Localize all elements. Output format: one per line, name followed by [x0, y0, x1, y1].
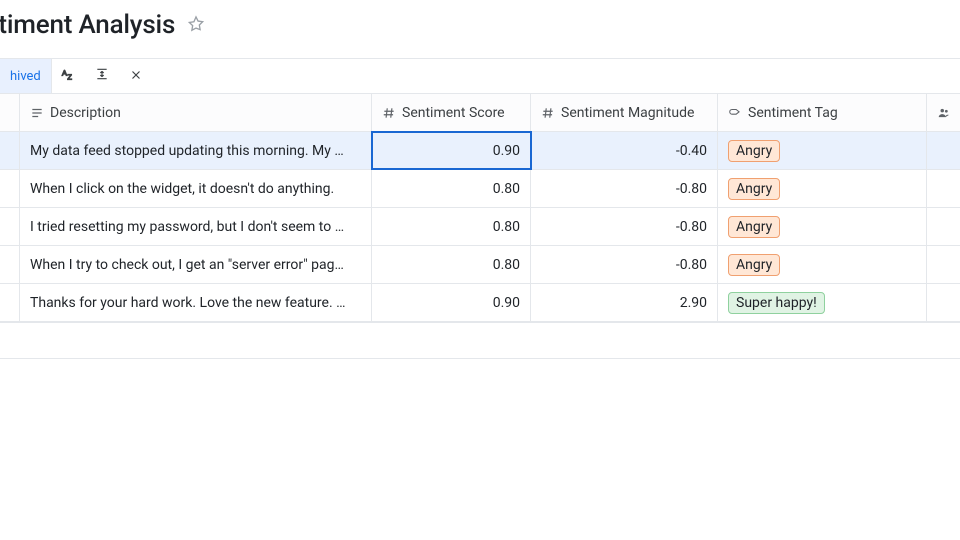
- cell-score[interactable]: 0.90: [372, 132, 531, 169]
- cell-tail[interactable]: [927, 208, 960, 245]
- cell-text: When I click on the widget, it doesn't d…: [30, 181, 361, 197]
- close-button[interactable]: [120, 59, 154, 93]
- cell-tag[interactable]: Super happy!: [718, 284, 927, 321]
- tag-chip: Angry: [728, 178, 780, 200]
- close-icon: [129, 67, 143, 86]
- row-gutter: [0, 132, 20, 169]
- cell-tag[interactable]: Angry: [718, 246, 927, 283]
- cell-text: Thanks for your hard work. Love the new …: [30, 295, 361, 311]
- column-header-assignee[interactable]: A: [927, 94, 960, 131]
- page-title: itiment Analysis: [0, 10, 175, 40]
- cell-tail[interactable]: [927, 170, 960, 207]
- cell-score[interactable]: 0.80: [372, 170, 531, 207]
- data-grid: Description Sentiment Score Sentiment Ma…: [0, 94, 960, 323]
- cell-tag[interactable]: Angry: [718, 208, 927, 245]
- cell-magnitude[interactable]: -0.80: [531, 246, 718, 283]
- people-column-icon: [937, 106, 951, 120]
- table-row[interactable]: When I try to check out, I get an "serve…: [0, 246, 960, 284]
- cell-text: -0.80: [541, 257, 707, 273]
- cell-score[interactable]: 0.80: [372, 208, 531, 245]
- cell-text: -0.80: [541, 181, 707, 197]
- favorite-button[interactable]: [183, 12, 209, 38]
- view-tab-active[interactable]: hived: [0, 59, 52, 93]
- cell-description[interactable]: When I click on the widget, it doesn't d…: [20, 170, 372, 207]
- row-height-icon: [94, 66, 110, 86]
- cell-text: 2.90: [541, 295, 707, 311]
- cell-tag[interactable]: Angry: [718, 132, 927, 169]
- cell-description[interactable]: When I try to check out, I get an "serve…: [20, 246, 372, 283]
- cell-tail[interactable]: [927, 132, 960, 169]
- svg-text:Z: Z: [68, 72, 73, 81]
- grid-header: Description Sentiment Score Sentiment Ma…: [0, 94, 960, 132]
- svg-text:A: A: [62, 68, 67, 77]
- tag-chip: Angry: [728, 254, 780, 276]
- sort-az-button[interactable]: A Z: [52, 59, 86, 93]
- column-header-tag[interactable]: Sentiment Tag: [718, 94, 927, 131]
- table-row[interactable]: When I click on the widget, it doesn't d…: [0, 170, 960, 208]
- view-toolbar: hived A Z: [0, 58, 960, 94]
- cell-magnitude[interactable]: -0.80: [531, 208, 718, 245]
- column-header-label: Description: [50, 105, 361, 121]
- cell-score[interactable]: 0.90: [372, 284, 531, 321]
- cell-magnitude[interactable]: 2.90: [531, 284, 718, 321]
- cell-text: 0.90: [382, 295, 520, 311]
- column-header-label: Sentiment Score: [402, 105, 520, 121]
- row-height-button[interactable]: [86, 59, 120, 93]
- cell-tag[interactable]: Angry: [718, 170, 927, 207]
- header-gutter: [0, 94, 20, 131]
- column-header-label: Sentiment Magnitude: [561, 105, 707, 121]
- column-header-description[interactable]: Description: [20, 94, 372, 131]
- grid-footer-space: [0, 323, 960, 359]
- row-gutter: [0, 284, 20, 321]
- cell-text: 0.80: [382, 181, 520, 197]
- cell-magnitude[interactable]: -0.40: [531, 132, 718, 169]
- row-gutter: [0, 208, 20, 245]
- tag-column-icon: [728, 106, 742, 120]
- cell-text: When I try to check out, I get an "serve…: [30, 257, 361, 273]
- text-column-icon: [30, 106, 44, 120]
- number-column-icon: [541, 106, 555, 120]
- row-gutter: [0, 170, 20, 207]
- page-header: itiment Analysis: [0, 0, 960, 58]
- tag-chip: Super happy!: [728, 292, 825, 314]
- cell-text: -0.80: [541, 219, 707, 235]
- cell-description[interactable]: Thanks for your hard work. Love the new …: [20, 284, 372, 321]
- number-column-icon: [382, 106, 396, 120]
- cell-tail[interactable]: [927, 284, 960, 321]
- tag-chip: Angry: [728, 216, 780, 238]
- cell-text: I tried resetting my password, but I don…: [30, 219, 361, 235]
- cell-score[interactable]: 0.80: [372, 246, 531, 283]
- cell-description[interactable]: My data feed stopped updating this morni…: [20, 132, 372, 169]
- sort-az-icon: A Z: [60, 66, 76, 86]
- table-row[interactable]: I tried resetting my password, but I don…: [0, 208, 960, 246]
- table-row[interactable]: My data feed stopped updating this morni…: [0, 132, 960, 170]
- cell-magnitude[interactable]: -0.80: [531, 170, 718, 207]
- column-header-score[interactable]: Sentiment Score: [372, 94, 531, 131]
- tag-chip: Angry: [728, 140, 780, 162]
- cell-text: 0.80: [382, 257, 520, 273]
- cell-text: My data feed stopped updating this morni…: [30, 143, 361, 159]
- cell-description[interactable]: I tried resetting my password, but I don…: [20, 208, 372, 245]
- row-gutter: [0, 246, 20, 283]
- view-tab-label: hived: [10, 69, 41, 84]
- cell-text: 0.90: [382, 143, 520, 159]
- cell-text: 0.80: [382, 219, 520, 235]
- column-header-magnitude[interactable]: Sentiment Magnitude: [531, 94, 718, 131]
- star-icon: [186, 14, 206, 37]
- table-row[interactable]: Thanks for your hard work. Love the new …: [0, 284, 960, 322]
- cell-text: -0.40: [541, 143, 707, 159]
- column-header-label: Sentiment Tag: [748, 105, 916, 121]
- cell-tail[interactable]: [927, 246, 960, 283]
